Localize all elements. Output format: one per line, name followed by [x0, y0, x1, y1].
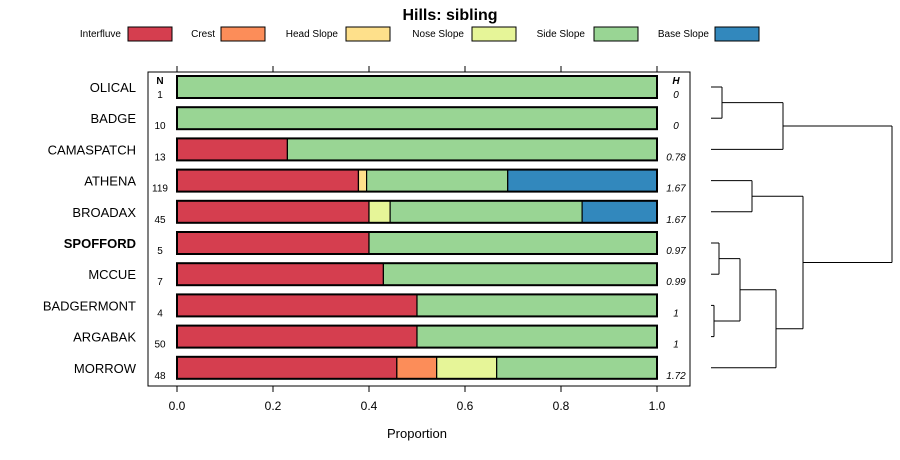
bar-outline — [176, 75, 658, 99]
bar-segment-side-slope — [368, 231, 658, 255]
legend: Interfluve Crest Head Slope Nose Slope Side … — [80, 26, 760, 42]
bar-outline — [176, 324, 658, 349]
plot-frame — [147, 71, 691, 387]
legend-swatch-side-slope — [593, 26, 639, 42]
n-header: N — [156, 76, 163, 87]
category-label: BADGE — [90, 111, 136, 126]
bar-segment-head-slope — [357, 169, 368, 193]
bar-segment-side-slope — [416, 325, 658, 349]
bar-segment-side-slope — [366, 169, 509, 193]
bar-segment-side-slope — [176, 75, 658, 99]
legend-swatch-crest — [220, 26, 266, 42]
h-value: 0 — [673, 121, 679, 132]
category-label: ARGABAK — [73, 330, 136, 345]
x-axis: 0.0 0.2 0.4 0.6 0.8 1.0 — [169, 66, 666, 413]
x-tick-label: 0.8 — [553, 399, 570, 413]
bar-segment-side-slope — [286, 137, 658, 161]
bar-outline — [176, 137, 658, 162]
n-value: 10 — [154, 121, 166, 132]
h-value: 1.67 — [666, 215, 686, 226]
h-values: 0 0 0.78 1.67 1.67 0.97 0.99 1 1 1.72 — [666, 90, 686, 382]
legend-label-base-slope: Base Slope — [658, 29, 710, 40]
category-label: MCCUE — [88, 267, 136, 282]
chart-title: Hills: sibling — [402, 7, 497, 24]
bar-segment-base-slope — [507, 169, 658, 193]
bar-segment-side-slope — [416, 293, 658, 317]
bar-segment-interfluve — [176, 200, 370, 224]
legend-label-side-slope: Side Slope — [537, 29, 586, 40]
category-label: CAMASPATCH — [48, 142, 136, 157]
legend-label-head-slope: Head Slope — [286, 29, 339, 40]
h-header: H — [672, 76, 680, 87]
bar-outline — [176, 293, 658, 318]
bar-outline — [176, 168, 658, 193]
bar-segment-side-slope — [382, 262, 658, 286]
n-values: 1 10 13 119 45 5 7 4 50 48 — [152, 90, 168, 382]
bar-outline — [176, 199, 658, 224]
bar-segment-side-slope — [496, 356, 658, 380]
bar-segment-base-slope — [581, 200, 658, 224]
bars — [176, 75, 658, 380]
category-labels: OLICAL BADGE CAMASPATCH ATHENA BROADAX SPOFFO… — [43, 80, 137, 376]
h-value: 1 — [673, 340, 679, 351]
category-label: OLICAL — [90, 80, 136, 95]
x-tick-label: 0.2 — [265, 399, 282, 413]
bar-segment-interfluve — [176, 325, 418, 349]
n-value: 50 — [154, 340, 166, 351]
bar-segment-side-slope — [176, 106, 658, 130]
bar-outline — [176, 106, 658, 131]
legend-swatch-head-slope — [345, 26, 391, 42]
h-value: 0.97 — [666, 246, 686, 257]
legend-label-nose-slope: Nose Slope — [412, 29, 464, 40]
legend-swatch-nose-slope — [471, 26, 517, 42]
category-label: MORROW — [74, 361, 137, 376]
h-value: 1.72 — [666, 371, 686, 382]
bar-segment-interfluve — [176, 169, 360, 193]
h-value: 1.67 — [666, 184, 686, 195]
n-value: 5 — [157, 246, 163, 257]
x-tick-label: 0.0 — [169, 399, 186, 413]
n-value: 119 — [152, 184, 168, 195]
bar-outline — [176, 262, 658, 287]
bar-segment-interfluve — [176, 137, 289, 161]
bar-segment-nose-slope — [436, 356, 498, 380]
n-value: 45 — [154, 215, 166, 226]
h-value: 0.99 — [666, 277, 686, 288]
category-label: BROADAX — [72, 205, 136, 220]
x-tick-label: 0.4 — [361, 399, 378, 413]
n-value: 7 — [157, 277, 163, 288]
n-value: 1 — [157, 90, 163, 101]
n-value: 48 — [154, 371, 166, 382]
h-value: 1 — [673, 308, 679, 319]
h-value: 0 — [673, 90, 679, 101]
bar-segment-nose-slope — [368, 200, 391, 224]
legend-label-crest: Crest — [191, 29, 215, 40]
bar-segment-crest — [396, 356, 438, 380]
x-tick-label: 0.6 — [457, 399, 474, 413]
bar-outline — [176, 231, 658, 255]
bar-segment-interfluve — [176, 231, 370, 255]
category-label: BADGERMONT — [43, 298, 136, 313]
dendrogram — [711, 86, 893, 369]
h-value: 0.78 — [666, 152, 686, 163]
category-label: SPOFFORD — [64, 236, 136, 251]
x-axis-title: Proportion — [387, 426, 447, 441]
category-label: ATHENA — [84, 174, 136, 189]
bar-outline — [176, 355, 658, 380]
legend-swatch-base-slope — [714, 26, 760, 42]
legend-label-interfluve: Interfluve — [80, 29, 122, 40]
bar-segment-side-slope — [389, 200, 583, 224]
n-value: 4 — [157, 308, 163, 319]
bar-segment-interfluve — [176, 356, 398, 380]
n-value: 13 — [154, 152, 166, 163]
x-tick-label: 1.0 — [649, 399, 666, 413]
bar-segment-interfluve — [176, 293, 418, 317]
bar-segment-interfluve — [176, 262, 384, 286]
legend-swatch-interfluve — [127, 26, 173, 42]
